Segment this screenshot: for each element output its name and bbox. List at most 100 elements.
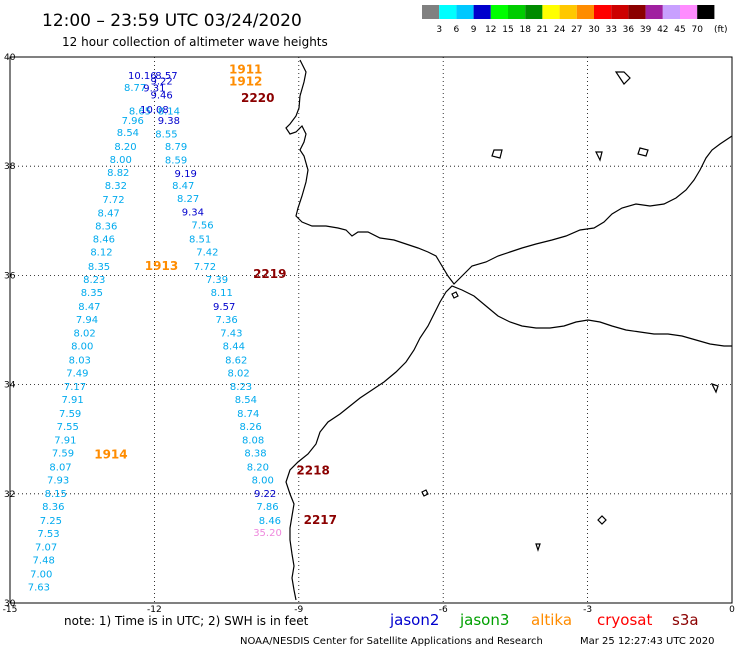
legend-swatch xyxy=(697,5,715,19)
legend-label: 6 xyxy=(454,25,460,35)
lat-lon-grid xyxy=(10,57,732,603)
africa-coastline xyxy=(285,285,732,601)
legend-swatch xyxy=(611,5,629,19)
wave-height-value: 8.55 xyxy=(155,129,177,140)
legend-swatch xyxy=(473,5,491,19)
wave-height-value: 8.07 xyxy=(49,462,71,473)
coastline xyxy=(285,59,733,601)
wave-height-value: 8.27 xyxy=(177,194,199,205)
map-frame xyxy=(9,56,733,604)
lat-label: 30 xyxy=(4,599,16,609)
wave-height-value: 8.38 xyxy=(244,449,266,460)
wave-height-value: 8.12 xyxy=(90,248,112,259)
wave-height-value: 8.32 xyxy=(105,181,127,192)
wave-height-value: 8.47 xyxy=(172,181,194,192)
legend-swatch xyxy=(490,5,508,19)
legend-swatch xyxy=(645,5,663,19)
color-scale-legend: 3 6 9 12 15 18 21 24 27 30 33 36 39 42 45 70 (ft) xyxy=(422,5,728,35)
wave-height-value: 8.35 xyxy=(81,288,103,299)
wave-height-value: 8.20 xyxy=(247,462,269,473)
legend-swatch xyxy=(542,5,560,19)
wave-height-value: 8.02 xyxy=(228,368,250,379)
wave-height-value: 8.36 xyxy=(42,502,64,513)
wave-height-value: 10.16 xyxy=(128,71,157,82)
wave-height-value: 8.15 xyxy=(45,489,67,500)
wave-height-value: 7.48 xyxy=(33,556,55,567)
wave-height-value: 7.91 xyxy=(61,395,83,406)
wave-height-value: 8.57 xyxy=(155,71,177,82)
pass-label: 1911 xyxy=(229,62,262,76)
wave-height-value: 8.79 xyxy=(165,142,187,153)
pass-label: 2218 xyxy=(296,464,329,478)
wave-height-value: 7.39 xyxy=(206,275,228,286)
latitude-labels: 40 38 36 34 32 30 xyxy=(4,53,16,609)
wave-height-value: 9.19 xyxy=(175,169,197,180)
wave-height-value: 9.22 xyxy=(150,76,172,87)
lat-label: 34 xyxy=(4,381,16,391)
lon-label: -9 xyxy=(294,605,303,615)
lake-4 xyxy=(595,151,603,162)
wave-height-value: 8.08 xyxy=(242,436,264,447)
longitude-labels: -15 -12 -9 -6 -3 0 xyxy=(3,605,735,615)
altimeter-observations: 8.778.657.968.548.208.008.828.327.728.47… xyxy=(28,71,282,594)
pass-label: 2219 xyxy=(253,267,286,281)
island-2 xyxy=(597,515,607,525)
lat-label: 36 xyxy=(4,271,16,281)
wave-height-value: 8.14 xyxy=(158,106,180,117)
pass-label: 1913 xyxy=(145,259,178,273)
wave-height-value: 8.00 xyxy=(110,155,132,166)
lon-label: -12 xyxy=(147,605,162,615)
island-1 xyxy=(451,291,459,299)
wave-height-value: 7.43 xyxy=(220,329,242,340)
wave-height-value: 8.62 xyxy=(225,355,247,366)
wave-height-value: 8.46 xyxy=(259,516,281,527)
lon-label: -6 xyxy=(439,605,448,615)
lake-1 xyxy=(614,71,631,85)
wave-height-value: 10.08 xyxy=(140,105,169,116)
wave-height-value: 8.03 xyxy=(69,355,91,366)
wave-height-value: 7.91 xyxy=(54,436,76,447)
satellite-legend: jason2 jason3 altika cryosat s3a xyxy=(389,611,699,629)
wave-height-value: 7.72 xyxy=(102,195,124,206)
legend-label: 70 xyxy=(691,25,703,35)
wave-height-value: 8.44 xyxy=(223,342,245,353)
wave-height-value: 8.51 xyxy=(189,235,211,246)
wave-height-value: 9.31 xyxy=(143,83,165,94)
legend-label: 27 xyxy=(571,25,582,35)
legend-label: 30 xyxy=(588,25,600,35)
legend-swatch xyxy=(422,5,440,19)
wave-height-value: 7.49 xyxy=(66,368,88,379)
wave-height-value: 8.59 xyxy=(165,155,187,166)
wave-height-value: 7.96 xyxy=(122,116,144,127)
wave-height-value: 7.53 xyxy=(37,529,59,540)
legend-label: 39 xyxy=(640,25,652,35)
wave-height-value: 7.07 xyxy=(35,543,57,554)
lake-6 xyxy=(535,543,541,552)
legend-swatch xyxy=(456,5,474,19)
lat-label: 38 xyxy=(4,162,16,172)
satellite-name-s3a: s3a xyxy=(672,611,699,629)
wave-height-value: 7.25 xyxy=(40,516,62,527)
wave-height-value: 8.65 xyxy=(129,106,151,117)
legend-swatch xyxy=(680,5,698,19)
wave-height-value: 8.47 xyxy=(78,302,100,313)
wave-height-value: 7.63 xyxy=(28,582,50,593)
satellite-name-cryosat: cryosat xyxy=(597,611,652,629)
units-note: note: 1) Time is in UTC; 2) SWH is in fe… xyxy=(64,614,309,628)
wave-height-value: 7.94 xyxy=(76,315,98,326)
satellite-name-jason2: jason2 xyxy=(389,611,439,629)
wave-height-value: 8.35 xyxy=(88,262,110,273)
wave-height-value: 7.93 xyxy=(47,475,69,486)
wave-height-value: 8.54 xyxy=(117,128,139,139)
lon-label: -15 xyxy=(3,605,18,615)
wave-height-value: 7.00 xyxy=(30,569,52,580)
lake-2 xyxy=(491,149,503,159)
wave-height-value: 7.59 xyxy=(52,449,74,460)
wave-height-value: 35.20 xyxy=(253,528,282,539)
wave-height-value: 7.17 xyxy=(64,382,86,393)
wave-height-value: 8.20 xyxy=(114,142,136,153)
wave-height-value: 8.36 xyxy=(95,222,117,233)
legend-swatch xyxy=(628,5,646,19)
